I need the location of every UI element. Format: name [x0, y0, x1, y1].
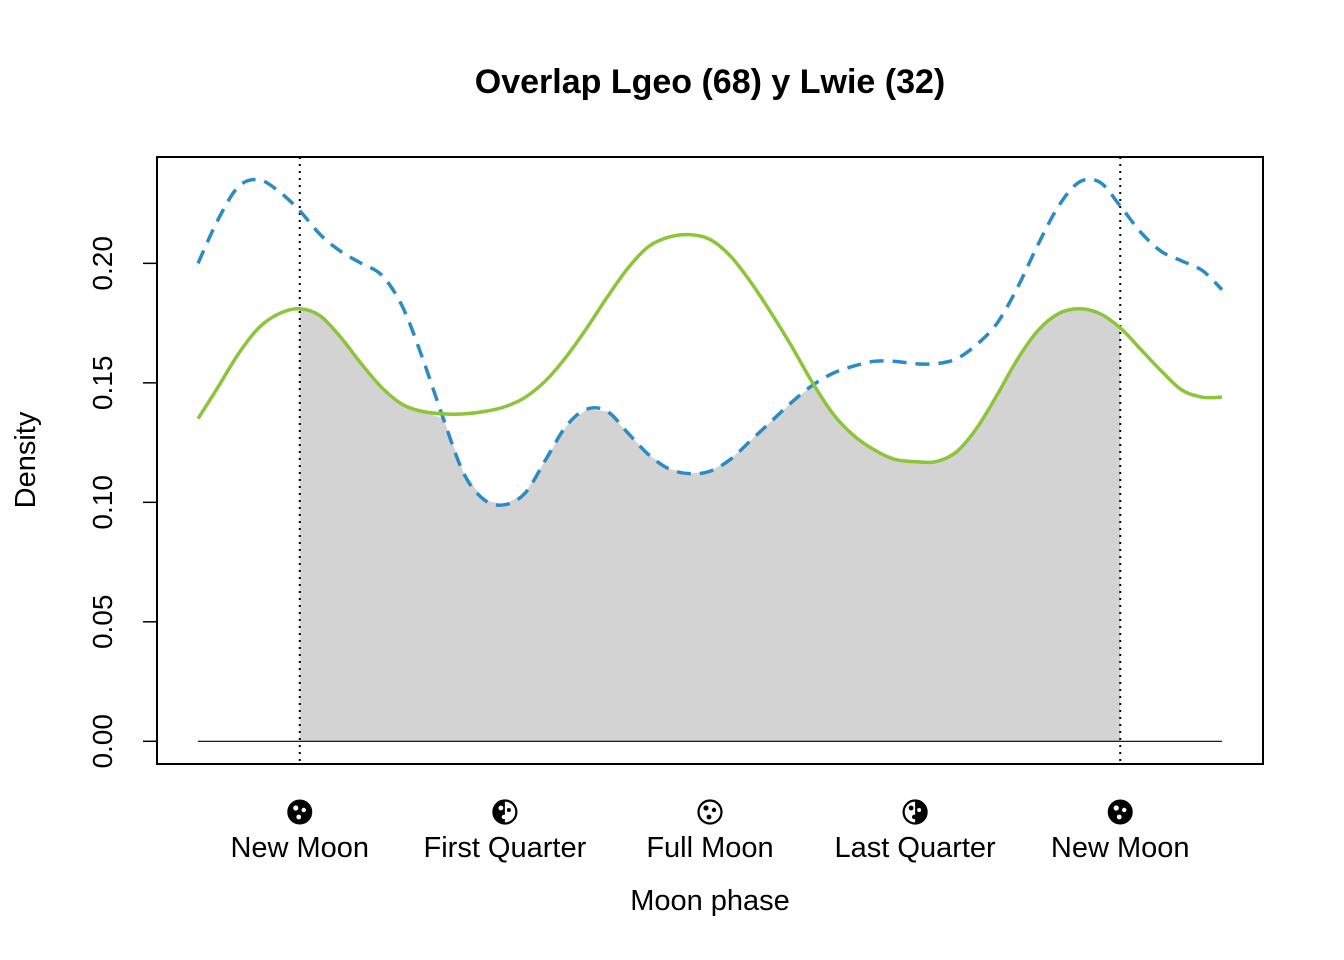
- first-quarter-moon-icon: [492, 799, 518, 825]
- y-axis-label: Density: [10, 411, 42, 508]
- plot-frame: [156, 156, 1264, 765]
- solid-density-line: [196, 232, 1223, 465]
- y-tick-label: 0.15: [87, 356, 118, 411]
- moon-phase-label: New Moon: [230, 832, 369, 864]
- moon-phase-label: New Moon: [1051, 832, 1190, 864]
- y-tick-label: 0.10: [87, 475, 118, 530]
- y-tick-label: 0.05: [87, 595, 118, 650]
- new-moon-icon: [287, 799, 313, 825]
- moon-phase-label: Full Moon: [646, 832, 773, 864]
- plot-area: [196, 157, 1224, 764]
- y-tick-label: 0.20: [87, 236, 118, 291]
- y-tick-label: 0.00: [87, 714, 118, 769]
- y-axis: 0.00 0.05 0.10 0.15 0.20: [87, 236, 157, 769]
- chart-title: Overlap Lgeo (68) y Lwie (32): [475, 63, 945, 101]
- x-axis-moon-phases: New Moon First Quarter Full Moon Last Quart…: [230, 799, 1190, 864]
- x-axis-label: Moon phase: [630, 885, 790, 917]
- new-moon-icon: [1107, 799, 1133, 825]
- full-moon-icon: [697, 799, 723, 825]
- moon-phase-label: Last Quarter: [835, 832, 997, 864]
- dashed-density-line: [196, 177, 1224, 507]
- last-quarter-moon-icon: [902, 799, 928, 825]
- overlap-area: [299, 308, 1121, 742]
- moon-phase-label: First Quarter: [424, 832, 587, 864]
